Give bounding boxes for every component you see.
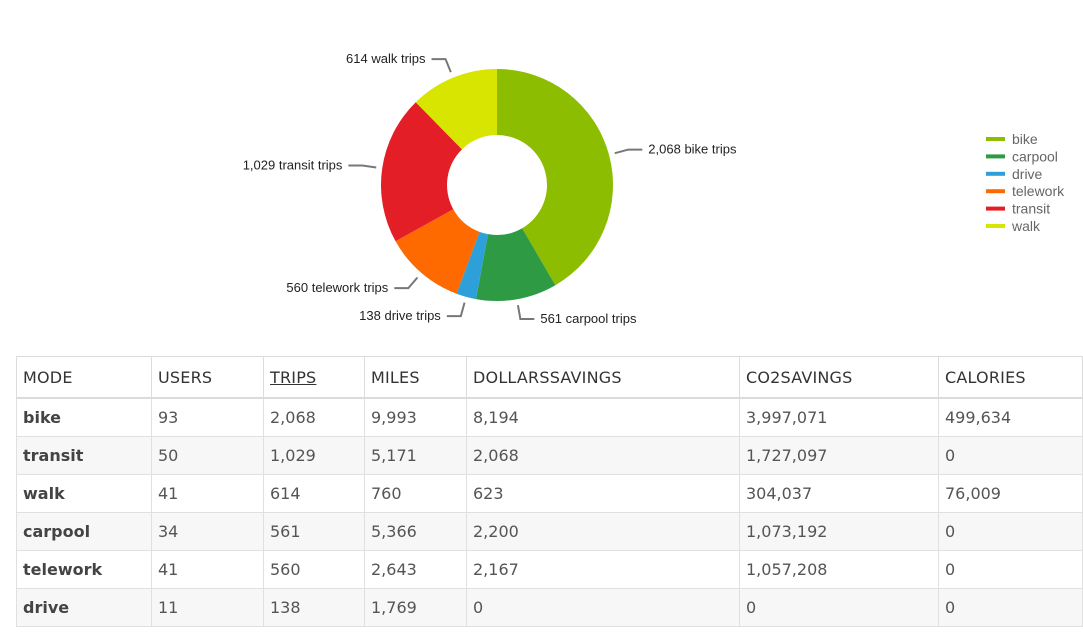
data-label-walk: 614 walk trips [346,51,426,66]
legend-item-bike[interactable]: bike [1012,131,1038,147]
legend-item-transit[interactable]: transit [1012,201,1050,217]
data-label-drive: 138 drive trips [359,308,441,323]
cell-dollarssavings: 2,200 [466,512,740,551]
cell-dollarssavings: 2,068 [466,436,740,475]
cell-trips: 614 [263,474,365,513]
legend-item-carpool[interactable]: carpool [1012,148,1058,164]
cell-trips: 2,068 [263,397,365,437]
table-header-row: MODE USERS TRIPS MILES DOLLARSSAVINGS CO… [16,356,1083,399]
data-label-carpool: 561 carpool trips [540,311,637,326]
cell-co2savings: 1,057,208 [739,550,939,589]
cell-trips: 561 [263,512,365,551]
cell-calories: 76,009 [938,474,1083,513]
cell-dollarssavings: 0 [466,588,740,627]
leader-line-drive [446,302,466,318]
cell-users: 41 [151,474,264,513]
cell-dollarssavings: 2,167 [466,550,740,589]
leader-line-walk [431,58,452,73]
cell-co2savings: 3,997,071 [739,397,939,437]
cell-co2savings: 1,073,192 [739,512,939,551]
slice-walk[interactable] [415,69,497,150]
col-header-trips-label[interactable]: TRIPS [270,367,317,387]
slice-drive[interactable] [456,231,488,300]
cell-mode: telework [16,550,152,589]
legend-swatch-drive [986,171,1005,176]
data-label-bike: 2,068 bike trips [648,142,737,157]
legend-swatch-carpool [986,154,1005,159]
leader-line-carpool [516,305,535,320]
slice-transit[interactable] [381,102,462,242]
cell-users: 11 [151,588,264,627]
data-label-transit: 1,029 transit trips [243,157,343,172]
cell-trips: 138 [263,588,365,627]
col-header-users[interactable]: USERS [151,356,264,399]
slice-bike[interactable] [497,69,613,286]
cell-mode: transit [16,436,152,475]
legend-swatch-bike [986,137,1005,141]
cell-mode: carpool [16,512,152,551]
legend-item-drive[interactable]: drive [1012,166,1043,182]
chart-labels: 2,068 bike trips 561 carpool trips 138 dri… [243,51,737,326]
cell-mode: walk [16,474,152,513]
leader-line-bike [614,148,643,155]
table-row: transit 50 1,029 5,171 2,068 1,727,097 0 [16,436,1083,475]
legend-swatch-transit [986,206,1005,211]
cell-calories: 0 [938,512,1083,551]
table-row: telework 41 560 2,643 2,167 1,057,208 0 [16,550,1083,589]
cell-miles: 760 [364,474,467,513]
legend-item-telework[interactable]: telework [1012,183,1065,199]
cell-users: 41 [151,550,264,589]
table-row: carpool 34 561 5,366 2,200 1,073,192 0 [16,512,1083,551]
cell-mode: bike [16,397,152,437]
col-header-miles[interactable]: MILES [364,356,467,399]
cell-dollarssavings: 623 [466,474,740,513]
slice-telework[interactable] [395,209,480,294]
mode-stats-table: MODE USERS TRIPS MILES DOLLARSSAVINGS CO… [16,356,1083,627]
cell-co2savings: 304,037 [739,474,939,513]
cell-calories: 0 [938,550,1083,589]
cell-miles: 2,643 [364,550,467,589]
cell-mode: drive [16,588,152,627]
slice-carpool[interactable] [475,228,556,302]
legend-swatch-telework [986,189,1005,194]
legend-item-walk[interactable]: walk [1011,218,1041,234]
cell-calories: 499,634 [938,397,1083,437]
cell-calories: 0 [938,588,1083,627]
cell-co2savings: 0 [739,588,939,627]
cell-miles: 9,993 [364,397,467,437]
data-label-telework: 560 telework trips [286,280,388,295]
cell-dollarssavings: 8,194 [466,397,740,437]
legend-swatch-walk [986,224,1005,228]
col-header-calories[interactable]: CALORIES [938,356,1083,399]
col-header-dollarssavings[interactable]: DOLLARSSAVINGS [466,356,740,399]
leader-line-telework [394,276,419,290]
cell-miles: 5,366 [364,512,467,551]
cell-users: 93 [151,397,264,437]
cell-trips: 560 [263,550,365,589]
cell-miles: 5,171 [364,436,467,475]
cell-users: 50 [151,436,264,475]
donut-chart: 2,068 bike trips 561 carpool trips 138 dri… [243,51,1065,326]
chart-slices [381,69,613,302]
table-row: walk 41 614 760 623 304,037 76,009 [16,474,1083,513]
cell-calories: 0 [938,436,1083,475]
leader-line-transit [348,164,377,169]
table-row: drive 11 138 1,769 0 0 0 [16,588,1083,627]
col-header-trips[interactable]: TRIPS [263,356,365,399]
col-header-mode[interactable]: MODE [16,356,152,399]
cell-co2savings: 1,727,097 [739,436,939,475]
col-header-co2savings[interactable]: CO2SAVINGS [739,356,939,399]
cell-miles: 1,769 [364,588,467,627]
cell-users: 34 [151,512,264,551]
cell-trips: 1,029 [263,436,365,475]
table-row: bike 93 2,068 9,993 8,194 3,997,071 499,… [16,397,1083,437]
